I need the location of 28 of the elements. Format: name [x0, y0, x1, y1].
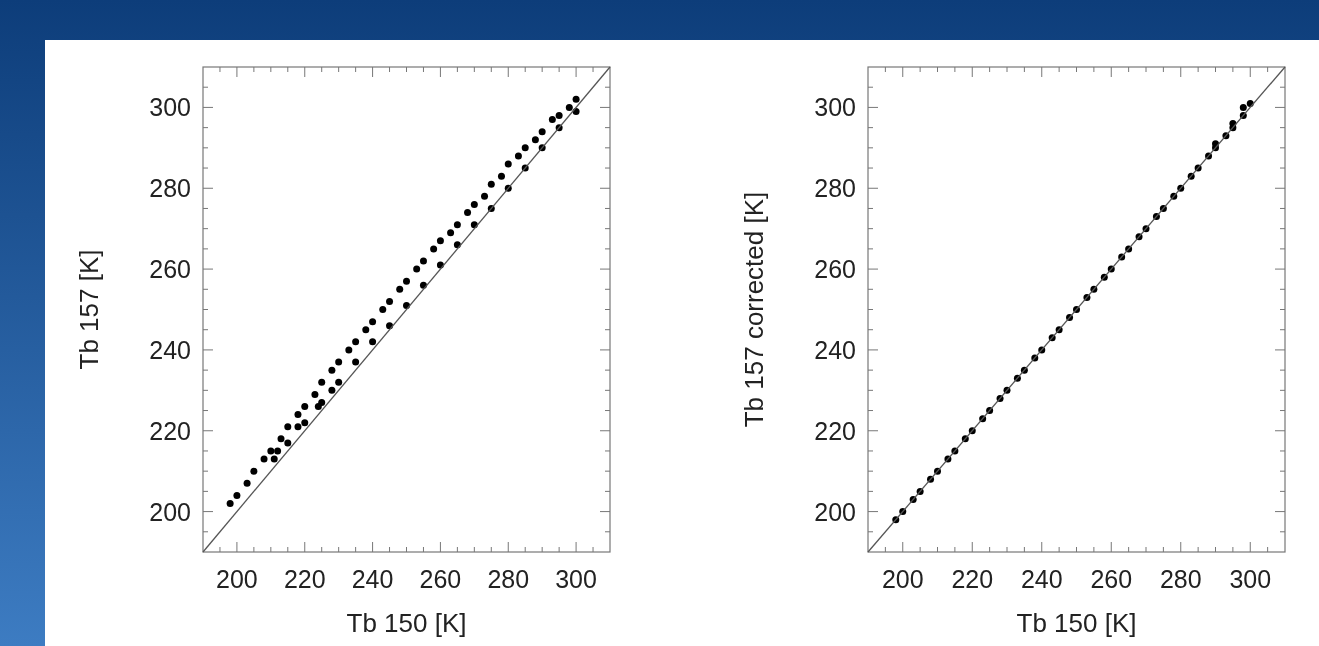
- x-tick-label: 280: [1159, 565, 1202, 593]
- x-axis-title: Tb 150 [K]: [346, 608, 467, 638]
- x-tick-label: 240: [1020, 565, 1063, 593]
- y-tick-label: 260: [149, 255, 191, 284]
- y-tick-label: 260: [814, 255, 856, 284]
- y-tick-label: 240: [814, 335, 856, 364]
- x-tick-label: 200: [216, 565, 258, 593]
- y-axis-title: Tb 157 [K]: [74, 249, 104, 370]
- x-tick-label: 300: [1229, 565, 1272, 593]
- x-tick-label: 220: [951, 565, 994, 593]
- y-axis-title: Tb 157 corrected [K]: [739, 191, 769, 428]
- y-tick-label: 280: [149, 174, 191, 203]
- y-tick-label: 220: [149, 416, 191, 445]
- x-tick-label: 300: [555, 565, 597, 593]
- x-tick-label: 220: [283, 565, 326, 593]
- y-tick-label: 200: [814, 497, 856, 526]
- x-tick-label: 240: [351, 565, 394, 593]
- x-tick-label: 260: [1090, 565, 1133, 593]
- y-tick-label: 220: [814, 416, 856, 445]
- y-tick-label: 280: [814, 174, 856, 203]
- x-axis-title: Tb 150 [K]: [1016, 608, 1137, 638]
- y-tick-label: 240: [149, 335, 191, 364]
- y-tick-label: 300: [149, 93, 191, 122]
- x-tick-label: 200: [881, 565, 924, 593]
- x-tick-label: 260: [419, 565, 462, 593]
- y-tick-label: 300: [814, 93, 856, 122]
- y-tick-label: 200: [149, 497, 191, 526]
- x-tick-label: 280: [487, 565, 530, 593]
